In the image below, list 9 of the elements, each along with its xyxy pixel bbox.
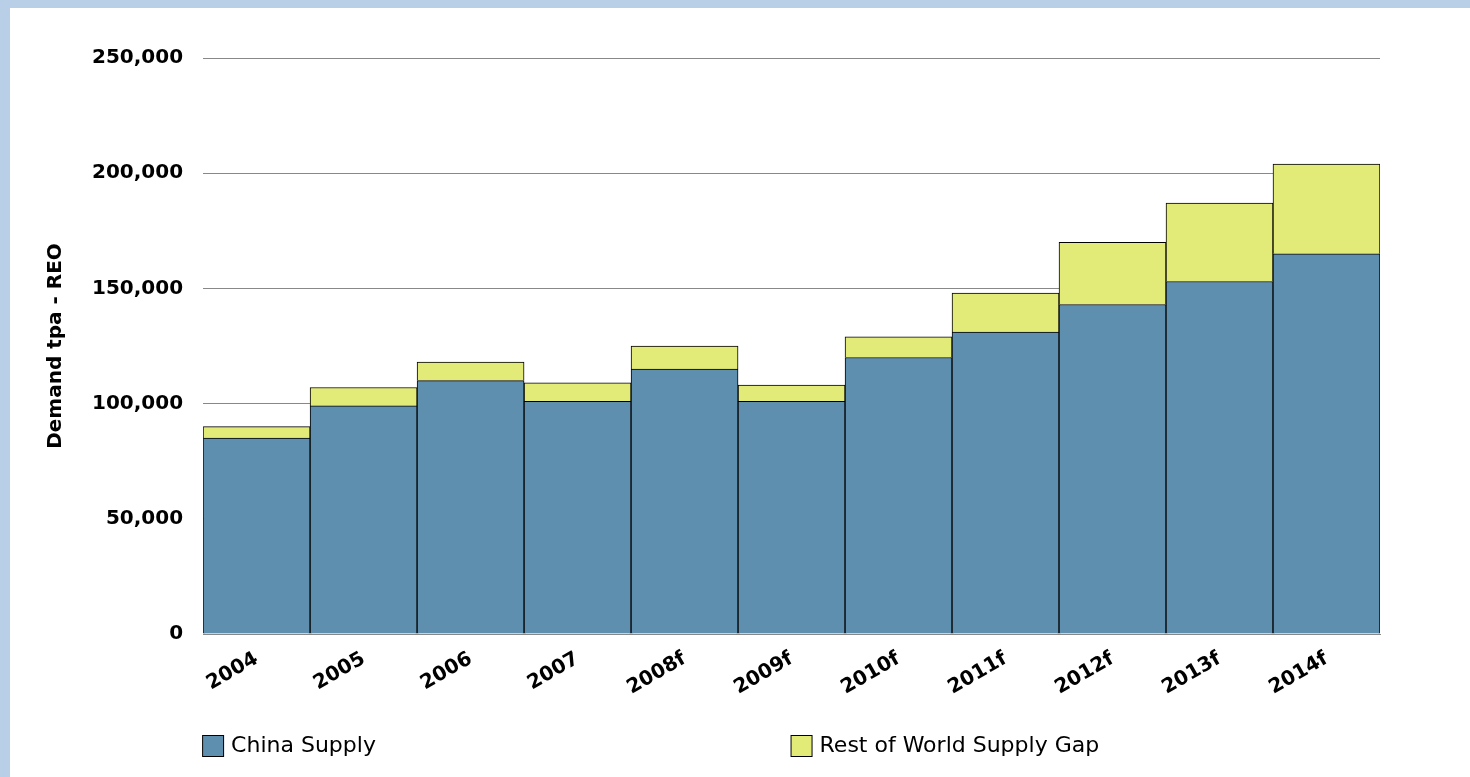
y-axis-title: Demand tpa - REO: [42, 243, 67, 449]
legend-label: Rest of World Supply Gap: [819, 731, 1100, 757]
y-tick-label: 150,000: [92, 274, 184, 299]
y-tick-label: 100,000: [92, 389, 184, 414]
y-tick-label: 0: [169, 620, 184, 645]
y-tick-label: 200,000: [92, 159, 184, 184]
y-tick-label: 50,000: [105, 505, 184, 530]
y-tick-label: 250,000: [92, 44, 184, 69]
legend-label: China Supply: [231, 731, 376, 757]
